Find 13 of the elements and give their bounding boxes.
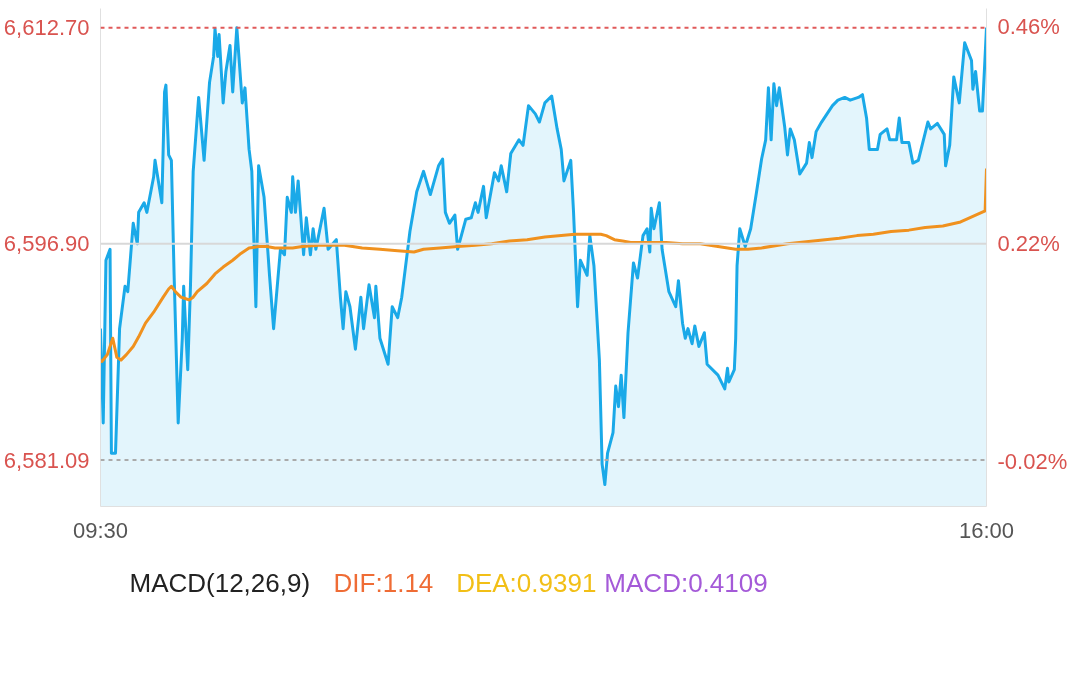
x-tick-label: 09:30 [72,517,129,543]
text: DIF:1.14 [333,567,434,598]
y-tick-label: 6,581.09 [3,447,90,473]
text: DEA:0.9391 [456,567,597,598]
line-series [100,167,987,363]
y2-tick-label: -0.02% [997,448,1068,474]
y-tick-label: 6,596.90 [3,231,90,257]
text: MACD:0.4109 [604,567,768,598]
y2-tick-label: 0.22% [997,231,1060,257]
y-tick-label: 6,612.70 [3,15,90,41]
x-tick-label: 16:00 [958,517,1015,543]
y2-tick-label: 0.46% [997,14,1060,40]
text: MACD(12,26,9) [129,567,311,598]
